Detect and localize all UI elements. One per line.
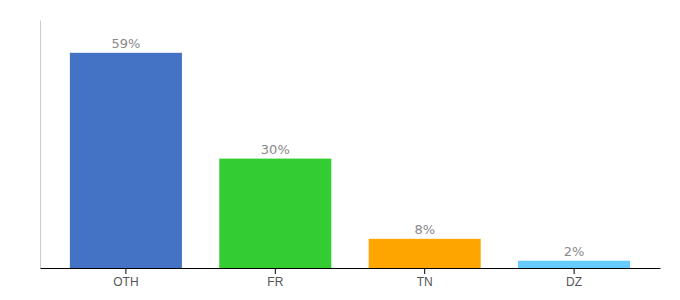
x-tick: DZ — [566, 268, 582, 289]
x-tick-label: DZ — [566, 275, 582, 289]
x-tick-mark — [424, 268, 425, 274]
x-axis: OTH FR TN DZ — [41, 268, 661, 289]
bar — [70, 53, 182, 268]
chart-svg: OTH FR TN DZ 59% 30% 8% 2% — [0, 0, 680, 300]
x-tick: OTH — [113, 268, 138, 289]
data-label: 2% — [564, 244, 585, 259]
x-tick-mark — [275, 268, 276, 274]
x-tick: FR — [267, 268, 283, 289]
x-tick-label: FR — [267, 275, 283, 289]
x-tick-label: OTH — [113, 275, 138, 289]
data-labels: 59% 30% 8% 2% — [111, 36, 584, 259]
bar — [219, 159, 331, 268]
x-tick: TN — [417, 268, 433, 289]
bars — [70, 53, 630, 268]
data-label: 30% — [261, 142, 290, 157]
data-label: 8% — [414, 222, 435, 237]
x-axis-line — [41, 268, 661, 269]
bar — [369, 239, 481, 268]
x-tick-label: TN — [417, 275, 433, 289]
y-axis-line — [40, 21, 41, 269]
chart-container: OTH FR TN DZ 59% 30% 8% 2% — [0, 0, 680, 300]
x-tick-mark — [125, 268, 126, 274]
y-axis — [40, 21, 41, 269]
x-tick-mark — [574, 268, 575, 274]
data-label: 59% — [111, 36, 140, 51]
plot-area: OTH FR TN DZ 59% 30% 8% 2% — [41, 21, 661, 289]
bar — [518, 261, 630, 268]
